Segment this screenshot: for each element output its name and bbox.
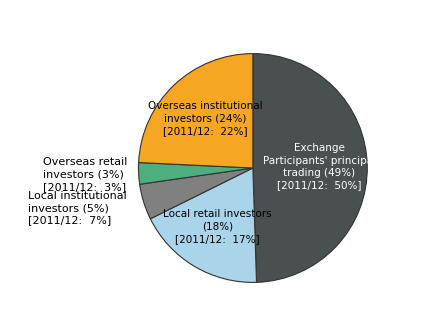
Wedge shape (139, 163, 253, 184)
Text: Overseas institutional
investors (24%)
[2011/12:  22%]: Overseas institutional investors (24%) [… (148, 101, 263, 136)
Wedge shape (253, 54, 367, 282)
Text: Exchange
Participants' principal
trading (49%)
[2011/12:  50%]: Exchange Participants' principal trading… (262, 143, 376, 191)
Wedge shape (139, 54, 253, 168)
Text: Overseas retail
investors (3%)
[2011/12:  3%]: Overseas retail investors (3%) [2011/12:… (43, 157, 127, 192)
Text: Local institutional
investors (5%)
[2011/12:  7%]: Local institutional investors (5%) [2011… (28, 191, 127, 225)
Wedge shape (140, 168, 253, 219)
Wedge shape (150, 168, 256, 282)
Text: Local retail investors
(18%)
[2011/12:  17%]: Local retail investors (18%) [2011/12: 1… (164, 209, 272, 244)
